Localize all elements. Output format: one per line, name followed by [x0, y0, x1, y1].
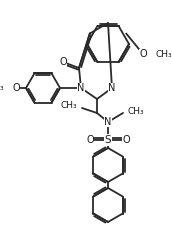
Text: CH₃: CH₃ — [155, 50, 172, 59]
Text: O: O — [59, 57, 67, 67]
Text: S: S — [105, 135, 111, 145]
Text: N: N — [77, 83, 85, 93]
Text: O: O — [139, 49, 147, 59]
Text: CH₃: CH₃ — [0, 83, 4, 92]
Text: N: N — [104, 117, 112, 127]
Text: O: O — [122, 135, 130, 145]
Text: N: N — [108, 83, 116, 93]
Text: O: O — [12, 83, 20, 93]
Text: CH₃: CH₃ — [128, 106, 145, 115]
Text: O: O — [86, 135, 94, 145]
Text: CH₃: CH₃ — [60, 100, 77, 109]
